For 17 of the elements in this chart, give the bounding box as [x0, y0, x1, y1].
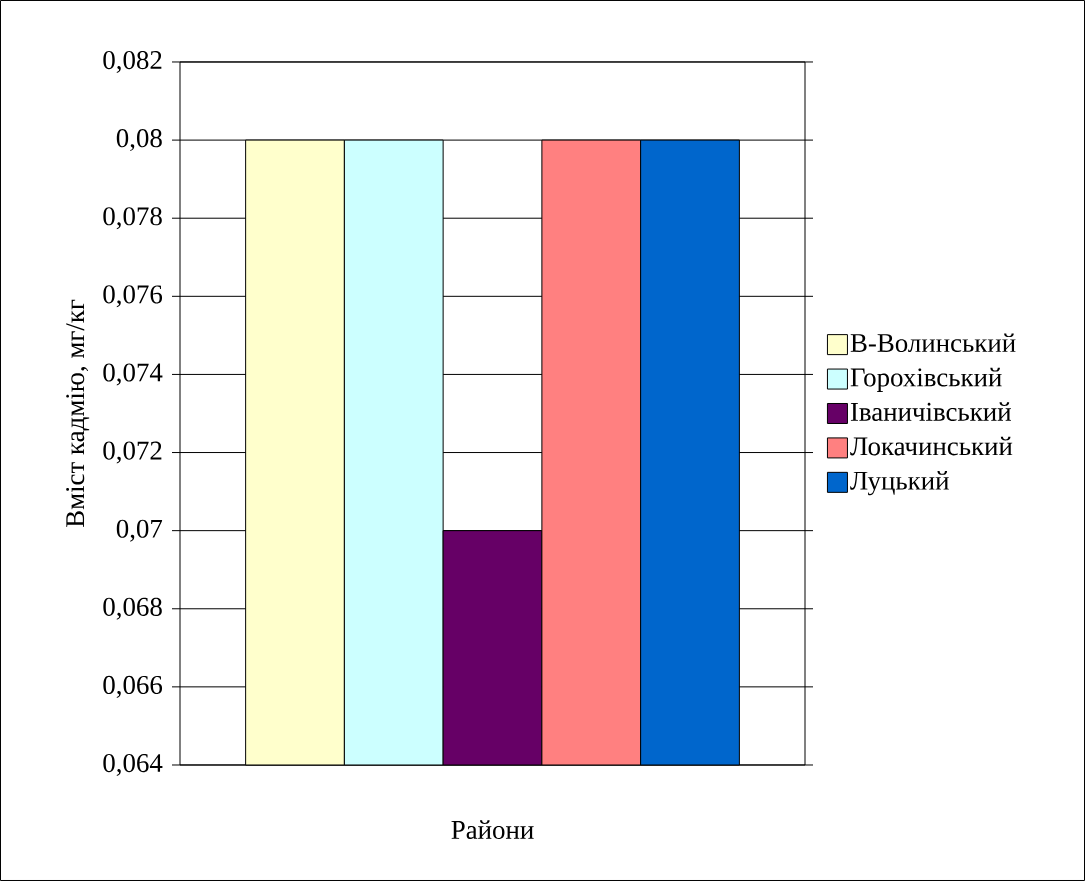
y-tick-label: 0,07	[116, 519, 163, 542]
y-axis-title: Вміст кадмію, мг/кг	[66, 299, 90, 528]
legend-label: Локачинський	[850, 436, 1013, 456]
y-tick-label: 0,064	[103, 753, 163, 776]
legend-label: Луцький	[850, 471, 949, 496]
legend-label: В-Волинський	[850, 333, 1016, 353]
y-tick-label: 0,066	[103, 675, 163, 698]
y-tick-label: 0,076	[103, 285, 163, 308]
legend-label: Іваничівський	[850, 402, 1011, 421]
y-tick-label: 0,068	[103, 597, 162, 620]
y-tick-label: 0,072	[103, 441, 162, 464]
y-tick-label: 0,082	[103, 50, 162, 73]
y-tick-label: 0,078	[103, 207, 162, 230]
legend-label: Горохівський	[850, 367, 1002, 392]
x-axis-title: Райони	[451, 820, 534, 839]
y-tick-label: 0,074	[103, 363, 163, 386]
y-tick-label: 0,08	[116, 129, 162, 152]
